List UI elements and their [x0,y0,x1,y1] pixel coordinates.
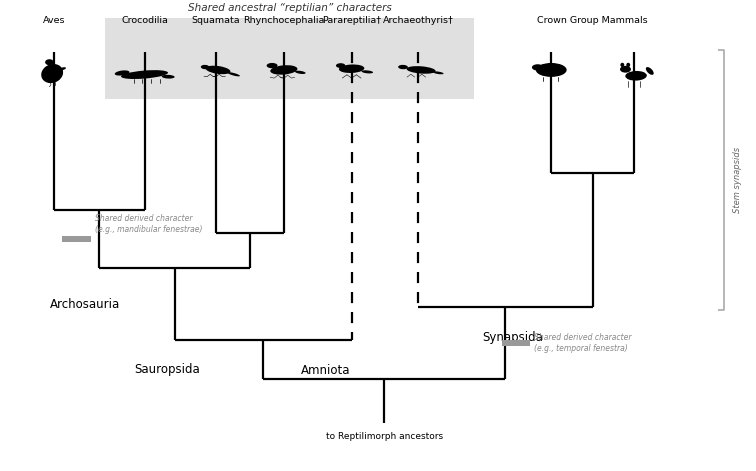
Text: Synapsida: Synapsida [482,331,544,343]
Ellipse shape [625,71,647,81]
Ellipse shape [201,65,209,69]
Ellipse shape [536,63,567,77]
Ellipse shape [361,70,373,73]
Ellipse shape [162,75,175,79]
Ellipse shape [45,59,54,65]
Ellipse shape [50,67,62,71]
Text: Rhynchocephalia: Rhynchocephalia [243,16,324,25]
Ellipse shape [115,70,129,75]
Ellipse shape [267,63,277,68]
Ellipse shape [206,65,231,74]
Text: Stem synapsids: Stem synapsids [733,147,742,213]
Ellipse shape [121,70,168,79]
Ellipse shape [60,67,66,70]
Ellipse shape [271,65,297,75]
Text: Crocodilia: Crocodilia [121,16,168,25]
Text: Aves: Aves [43,16,65,25]
Ellipse shape [336,63,345,68]
Text: Archosauria: Archosauria [51,298,121,311]
Ellipse shape [621,63,624,67]
Ellipse shape [532,64,544,71]
Ellipse shape [646,67,654,75]
Text: to Reptilimorph ancestors: to Reptilimorph ancestors [326,431,443,440]
Ellipse shape [620,66,631,73]
Text: Archaeothyris†: Archaeothyris† [383,16,454,25]
Bar [105,17,475,99]
Ellipse shape [228,72,240,76]
Text: Crown Group Mammals: Crown Group Mammals [538,16,648,25]
Ellipse shape [295,71,305,74]
Text: Amniota: Amniota [301,364,350,377]
Text: Shared derived character
(e.g., temporal fenestra): Shared derived character (e.g., temporal… [534,333,631,353]
Text: Shared ancestral “reptilian” characters: Shared ancestral “reptilian” characters [188,3,392,13]
Ellipse shape [398,65,408,69]
Text: Shared derived character
(e.g., mandibular fenestrae): Shared derived character (e.g., mandibul… [94,214,203,234]
Ellipse shape [339,65,364,73]
Ellipse shape [433,72,444,74]
Bar [501,341,530,346]
Text: Squamata: Squamata [192,16,240,25]
Bar [63,236,91,242]
Text: Sauropsida: Sauropsida [135,363,200,376]
Ellipse shape [626,63,631,67]
Text: Parareptilia†: Parareptilia† [322,16,381,25]
Ellipse shape [407,66,435,74]
Ellipse shape [42,64,63,83]
